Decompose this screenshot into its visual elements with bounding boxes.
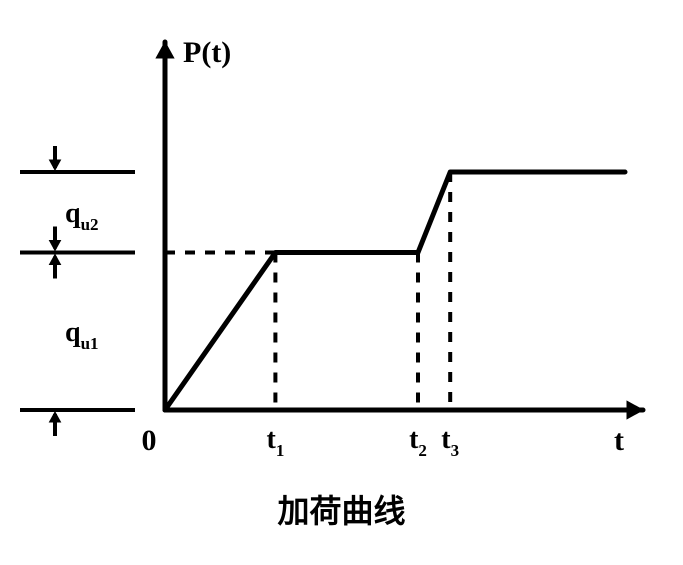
svg-text:0: 0 [142,424,157,457]
loading-curve-chart: t1 t2 t3 0 t P(t) qu2 qu1 加荷曲线 [0,0,683,565]
svg-text:t1: t1 [266,424,284,460]
chart-caption: 加荷曲线 [0,486,683,532]
svg-text:t2: t2 [409,424,427,460]
chart-svg: t1 t2 t3 0 t P(t) qu2 qu1 [0,0,683,565]
svg-text:t: t [614,424,624,457]
svg-text:qu2: qu2 [65,198,99,234]
svg-text:P(t): P(t) [183,36,231,69]
svg-text:t3: t3 [441,424,459,460]
svg-text:qu1: qu1 [65,317,99,353]
